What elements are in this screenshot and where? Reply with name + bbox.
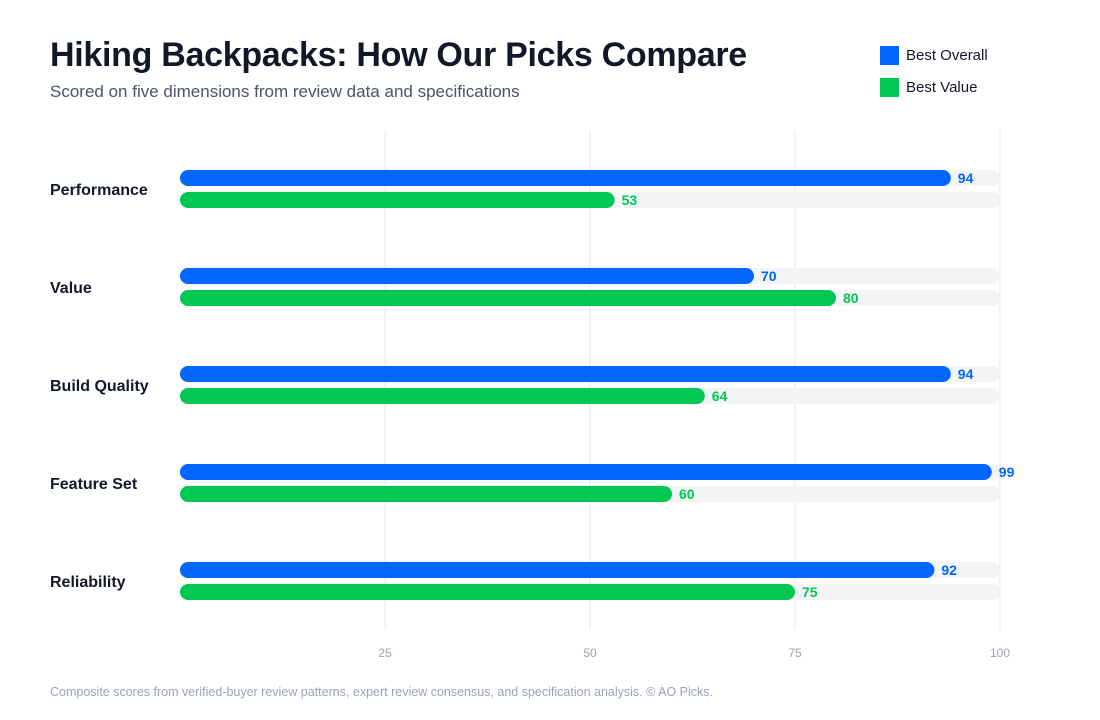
category-label-performance: Performance <box>50 182 148 199</box>
value-label-performance-best-overall: 94 <box>958 170 974 186</box>
category-label-build-quality: Build Quality <box>50 378 149 395</box>
bar-feature-set-best-overall <box>180 464 992 480</box>
bar-reliability-best-overall <box>180 562 935 578</box>
footnote: Composite scores from verified-buyer rev… <box>50 685 713 699</box>
legend-label-best-value: Best Value <box>906 78 978 96</box>
value-label-value-best-overall: 70 <box>761 268 777 284</box>
value-label-feature-set-best-value: 60 <box>679 486 695 502</box>
value-label-reliability-best-value: 75 <box>802 584 818 600</box>
x-tick-label-75: 75 <box>788 646 802 660</box>
value-label-performance-best-value: 53 <box>622 192 638 208</box>
x-tick-label-100: 100 <box>990 646 1010 660</box>
legend-item-best-overall: Best Overall <box>880 45 988 65</box>
bar-feature-set-best-value <box>180 486 672 502</box>
legend-item-best-value: Best Value <box>880 77 988 97</box>
legend-label-best-overall: Best Overall <box>906 46 988 64</box>
value-label-build-quality-best-value: 64 <box>712 388 728 404</box>
value-label-feature-set-best-overall: 99 <box>999 464 1015 480</box>
x-tick-label-25: 25 <box>378 646 392 660</box>
legend: Best Overall Best Value <box>880 45 988 109</box>
bar-value-best-overall <box>180 268 754 284</box>
bar-build-quality-best-value <box>180 388 705 404</box>
value-label-value-best-value: 80 <box>843 290 859 306</box>
bar-reliability-best-value <box>180 584 795 600</box>
bar-performance-best-value <box>180 192 615 208</box>
legend-swatch-best-overall <box>880 45 899 65</box>
chart-title: Hiking Backpacks: How Our Picks Compare <box>50 36 747 74</box>
bar-chart: 25 50 75 100 Performance 94 53 Value 70 80 Build Q… <box>50 130 1015 660</box>
category-label-feature-set: Feature Set <box>50 476 138 493</box>
legend-swatch-best-value <box>880 77 899 97</box>
value-label-build-quality-best-overall: 94 <box>958 366 974 382</box>
x-tick-label-50: 50 <box>583 646 597 660</box>
bar-build-quality-best-overall <box>180 366 951 382</box>
category-label-value: Value <box>50 280 92 297</box>
chart-subtitle: Scored on five dimensions from review da… <box>50 82 520 101</box>
category-label-reliability: Reliability <box>50 574 126 591</box>
bar-performance-best-overall <box>180 170 951 186</box>
bar-value-best-value <box>180 290 836 306</box>
value-label-reliability-best-overall: 92 <box>941 562 957 578</box>
